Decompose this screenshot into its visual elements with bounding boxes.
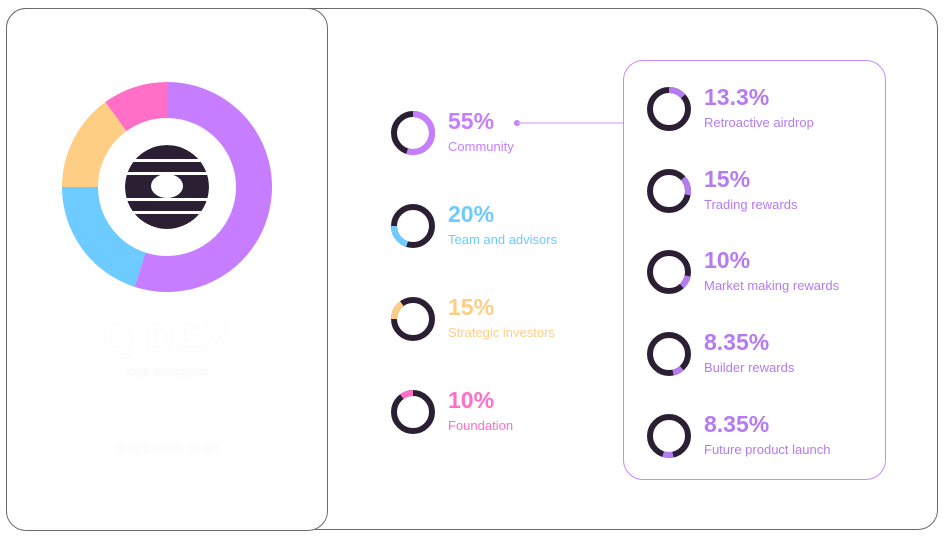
- logo-icon: [125, 145, 209, 229]
- main-donut-slice-strategic-investors: [62, 102, 127, 188]
- community-item-future-product-launch-mini-donut-slice: [662, 451, 674, 458]
- allocation-item-strategic-investors-percent: 15%: [448, 294, 495, 320]
- community-item-retroactive-airdrop-mini-donut-slice: [668, 87, 686, 99]
- allocation-item-team-and-advisors-percent: 20%: [448, 201, 495, 227]
- community-item-retroactive-airdrop-label: Retroactive airdrop: [704, 115, 814, 130]
- community-item-future-product-launch-label: Future product launch: [704, 442, 831, 457]
- allocation-item-community-mini-donut-slice: [406, 111, 435, 155]
- allocation-item-team-and-advisors-label: Team and advisors: [448, 232, 558, 247]
- allocation-item-community-label: Community: [448, 139, 514, 154]
- community-breakdown-box: [623, 60, 886, 480]
- allocation-item-community-mini-donut: [391, 111, 435, 155]
- community-item-builder-rewards-percent: 8.35%: [704, 329, 770, 355]
- community-item-builder-rewards-mini-donut-slice: [672, 365, 684, 376]
- community-item-builder-rewards-label: Builder rewards: [704, 360, 795, 375]
- community-item-trading-rewards-percent: 15%: [704, 166, 751, 192]
- community-item-trading-rewards-mini-donut: [647, 169, 691, 213]
- community-item-trading-rewards-mini-donut-track: [647, 169, 691, 213]
- community-item-builder-rewards-mini-donut: [647, 332, 691, 376]
- logo-wordmark: Q DEX: [102, 318, 232, 360]
- main-donut-slice-community: [134, 82, 272, 292]
- community-item-market-making-rewards-mini-donut-track: [647, 250, 691, 294]
- overview-card: [6, 8, 328, 531]
- community-item-retroactive-airdrop-percent: 13.3%: [704, 84, 770, 110]
- community-item-market-making-rewards-percent: 10%: [704, 247, 751, 273]
- main-donut-slice-team-and-advisors: [62, 186, 147, 287]
- allocation-item-foundation-mini-donut: [391, 390, 435, 434]
- allocation-item-strategic-investors-mini-donut: [391, 297, 435, 341]
- community-item-future-product-launch-mini-donut: [647, 414, 691, 458]
- community-item-builder-rewards-mini-donut-track: [647, 332, 691, 376]
- allocation-item-foundation-percent: 10%: [448, 387, 495, 413]
- allocation-item-strategic-investors-mini-donut-slice: [391, 301, 404, 320]
- allocation-item-team-and-advisors-mini-donut: [391, 204, 435, 248]
- community-item-retroactive-airdrop-mini-donut: [647, 87, 691, 131]
- community-item-market-making-rewards-mini-donut-slice: [679, 275, 691, 289]
- card-footer-text: distribution chart: [115, 440, 219, 456]
- allocation-item-strategic-investors-label: Strategic investors: [448, 325, 555, 340]
- main-donut-chart: [62, 82, 272, 292]
- allocation-item-community-percent: 55%: [448, 108, 495, 134]
- community-item-trading-rewards-label: Trading rewards: [704, 197, 798, 212]
- community-item-market-making-rewards-mini-donut: [647, 250, 691, 294]
- allocation-item-team-and-advisors-mini-donut-slice: [391, 225, 409, 247]
- allocation-item-foundation-mini-donut-slice: [400, 390, 414, 400]
- allocation-item-foundation-label: Foundation: [448, 418, 514, 433]
- main-donut-slice-foundation: [105, 82, 168, 132]
- allocation-item-foundation-mini-donut-track: [391, 390, 435, 434]
- community-item-future-product-launch-mini-donut-track: [647, 414, 691, 458]
- logo-subtitle: total allocation: [125, 364, 209, 379]
- community-item-future-product-launch-percent: 8.35%: [704, 411, 770, 437]
- community-item-trading-rewards-mini-donut-slice: [680, 176, 691, 196]
- community-item-market-making-rewards-label: Market making rewards: [704, 278, 840, 293]
